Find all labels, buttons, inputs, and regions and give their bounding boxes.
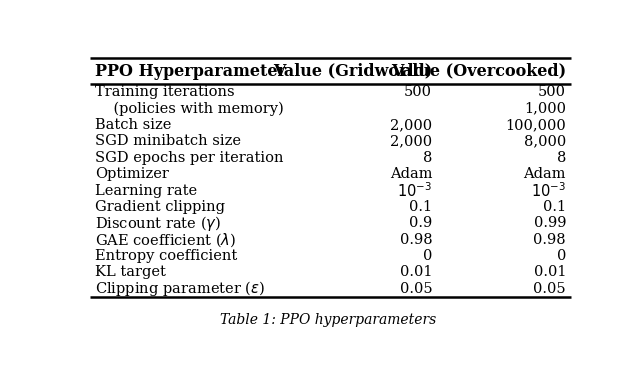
- Text: 0.01: 0.01: [399, 265, 432, 279]
- Text: 1,000: 1,000: [524, 102, 566, 116]
- Text: $10^{-3}$: $10^{-3}$: [397, 181, 432, 200]
- Text: 100,000: 100,000: [506, 118, 566, 132]
- Text: Value (Overcooked): Value (Overcooked): [391, 63, 566, 80]
- Text: 2,000: 2,000: [390, 135, 432, 149]
- Text: 0.98: 0.98: [399, 233, 432, 247]
- Text: Entropy coefficient: Entropy coefficient: [95, 249, 237, 263]
- Text: Value (Gridworld): Value (Gridworld): [273, 63, 432, 80]
- Text: 0.01: 0.01: [534, 265, 566, 279]
- Text: Clipping parameter ($\epsilon$): Clipping parameter ($\epsilon$): [95, 279, 265, 298]
- Text: Discount rate ($\gamma$): Discount rate ($\gamma$): [95, 214, 221, 233]
- Text: Training iterations: Training iterations: [95, 85, 234, 99]
- Text: Learning rate: Learning rate: [95, 183, 197, 198]
- Text: 500: 500: [538, 85, 566, 99]
- Text: 8: 8: [557, 151, 566, 165]
- Text: 0: 0: [423, 249, 432, 263]
- Text: 0.9: 0.9: [409, 216, 432, 230]
- Text: KL target: KL target: [95, 265, 166, 279]
- Text: Gradient clipping: Gradient clipping: [95, 200, 225, 214]
- Text: 0.99: 0.99: [534, 216, 566, 230]
- Text: 2,000: 2,000: [390, 118, 432, 132]
- Text: PPO Hyperparameter: PPO Hyperparameter: [95, 63, 286, 80]
- Text: 0.98: 0.98: [534, 233, 566, 247]
- Text: 0.05: 0.05: [399, 282, 432, 296]
- Text: 0.05: 0.05: [534, 282, 566, 296]
- Text: 8: 8: [423, 151, 432, 165]
- Text: 500: 500: [404, 85, 432, 99]
- Text: 8,000: 8,000: [524, 135, 566, 149]
- Text: Batch size: Batch size: [95, 118, 172, 132]
- Text: Adam: Adam: [390, 167, 432, 181]
- Text: $10^{-3}$: $10^{-3}$: [531, 181, 566, 200]
- Text: 0.1: 0.1: [409, 200, 432, 214]
- Text: SGD minibatch size: SGD minibatch size: [95, 135, 241, 149]
- Text: Adam: Adam: [524, 167, 566, 181]
- Text: Table 1: PPO hyperparameters: Table 1: PPO hyperparameters: [220, 313, 436, 327]
- Text: SGD epochs per iteration: SGD epochs per iteration: [95, 151, 284, 165]
- Text: Optimizer: Optimizer: [95, 167, 169, 181]
- Text: (policies with memory): (policies with memory): [95, 102, 284, 116]
- Text: GAE coefficient ($\lambda$): GAE coefficient ($\lambda$): [95, 231, 236, 249]
- Text: 0: 0: [557, 249, 566, 263]
- Text: 0.1: 0.1: [543, 200, 566, 214]
